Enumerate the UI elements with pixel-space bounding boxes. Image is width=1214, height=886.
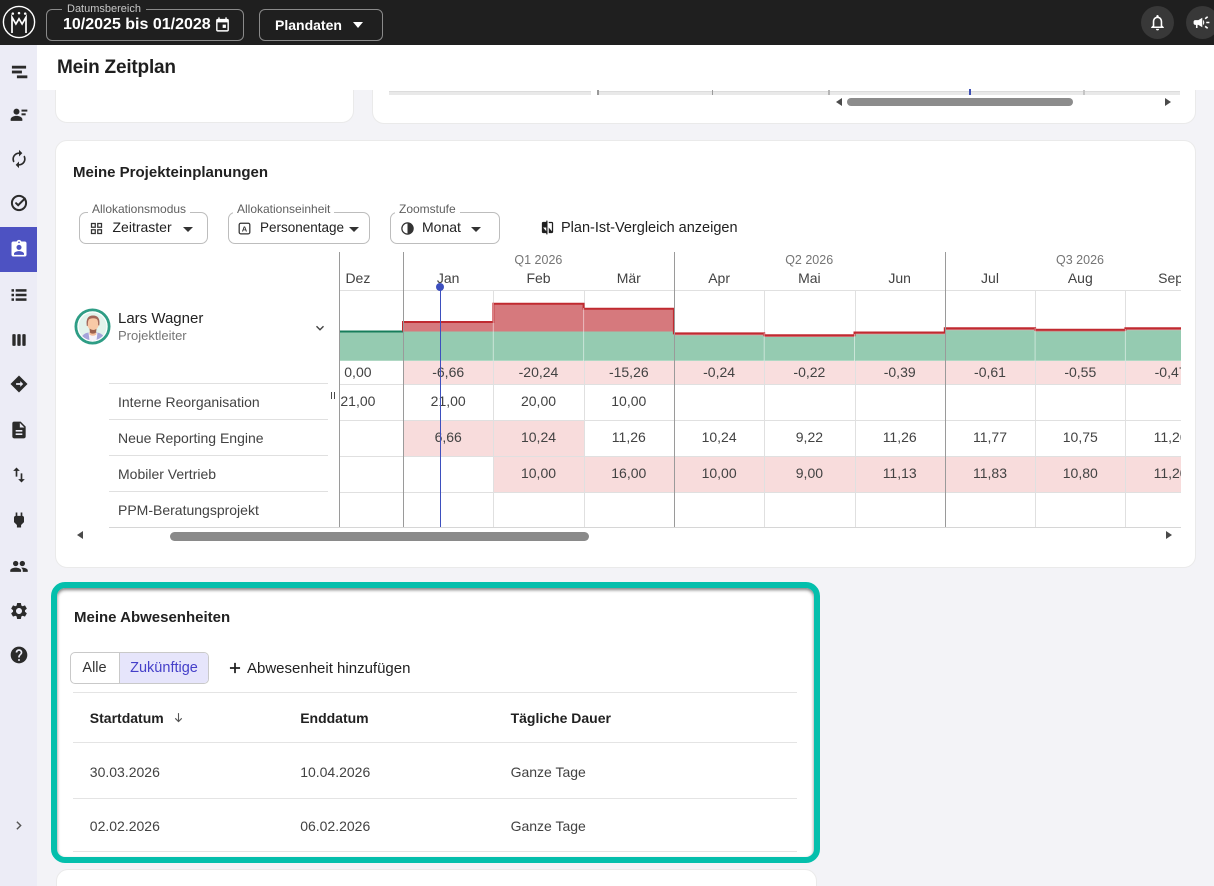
svg-text:A: A: [242, 224, 248, 233]
